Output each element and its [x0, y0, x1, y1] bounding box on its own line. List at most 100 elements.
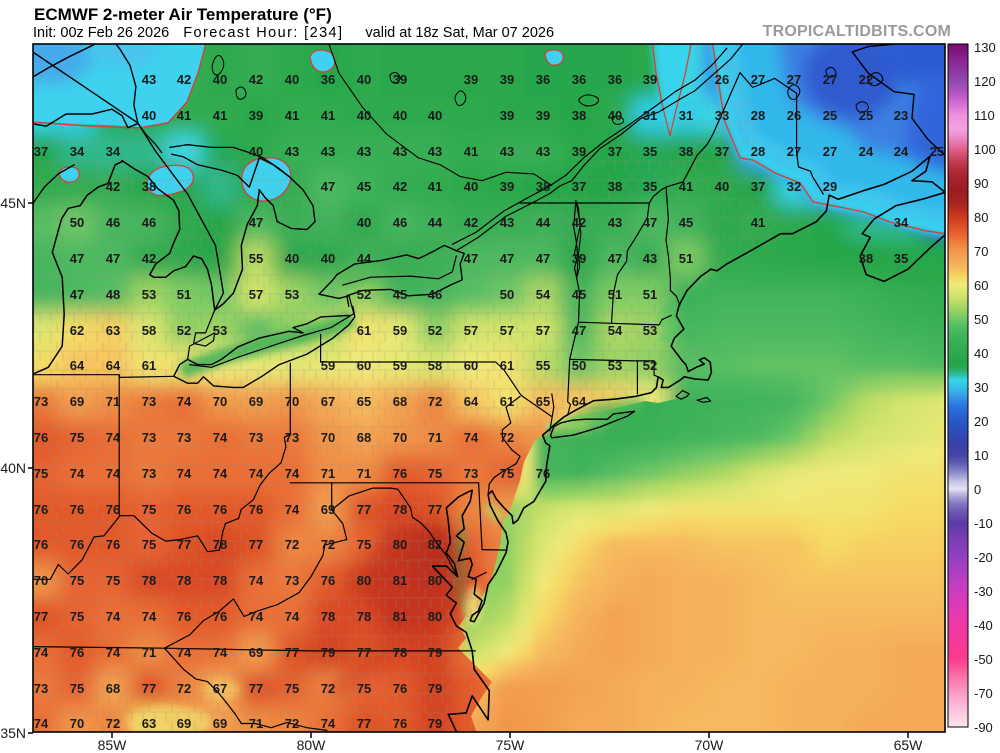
svg-text:-90: -90 — [974, 720, 993, 735]
svg-text:71: 71 — [106, 394, 120, 409]
svg-text:36: 36 — [321, 72, 335, 87]
svg-text:38: 38 — [679, 144, 693, 159]
svg-text:43: 43 — [357, 144, 371, 159]
svg-text:0: 0 — [974, 482, 981, 497]
svg-text:72: 72 — [177, 681, 191, 696]
svg-text:58: 58 — [142, 323, 156, 338]
svg-text:76: 76 — [70, 537, 84, 552]
svg-text:41: 41 — [285, 108, 299, 123]
svg-text:33: 33 — [715, 108, 729, 123]
svg-text:39: 39 — [536, 108, 550, 123]
svg-text:67: 67 — [213, 681, 227, 696]
svg-text:71: 71 — [357, 466, 371, 481]
svg-text:-20: -20 — [974, 550, 993, 565]
svg-text:72: 72 — [285, 716, 299, 731]
svg-text:75: 75 — [70, 430, 84, 445]
svg-text:74: 74 — [106, 430, 121, 445]
svg-text:35: 35 — [894, 251, 908, 266]
svg-text:-40: -40 — [974, 618, 993, 633]
svg-text:69: 69 — [249, 394, 263, 409]
svg-text:46: 46 — [393, 215, 407, 230]
svg-text:74: 74 — [177, 466, 192, 481]
svg-text:40: 40 — [357, 215, 371, 230]
svg-text:75: 75 — [500, 466, 514, 481]
svg-text:43: 43 — [500, 144, 514, 159]
svg-text:-10: -10 — [974, 516, 993, 531]
svg-text:41: 41 — [177, 108, 191, 123]
svg-text:47: 47 — [106, 251, 120, 266]
svg-text:68: 68 — [393, 394, 407, 409]
svg-text:75: 75 — [142, 502, 156, 517]
svg-text:75: 75 — [70, 573, 84, 588]
svg-text:47: 47 — [464, 251, 478, 266]
svg-text:42: 42 — [177, 72, 191, 87]
svg-text:71: 71 — [142, 645, 156, 660]
svg-text:-30: -30 — [974, 584, 993, 599]
svg-text:100: 100 — [974, 142, 996, 157]
svg-text:74: 74 — [177, 394, 192, 409]
svg-text:48: 48 — [106, 287, 120, 302]
svg-text:60: 60 — [974, 278, 988, 293]
svg-text:51: 51 — [177, 287, 191, 302]
svg-text:76: 76 — [321, 573, 335, 588]
svg-text:51: 51 — [608, 287, 622, 302]
svg-text:41: 41 — [464, 144, 478, 159]
svg-text:70: 70 — [70, 716, 84, 731]
svg-text:52: 52 — [177, 323, 191, 338]
svg-text:46: 46 — [428, 287, 442, 302]
svg-text:78: 78 — [393, 502, 407, 517]
svg-text:39: 39 — [464, 72, 478, 87]
svg-text:26: 26 — [715, 72, 729, 87]
svg-text:36: 36 — [608, 72, 622, 87]
svg-text:39: 39 — [249, 108, 263, 123]
svg-text:74: 74 — [249, 573, 264, 588]
svg-text:10: 10 — [974, 448, 988, 463]
svg-text:70: 70 — [213, 394, 227, 409]
svg-text:42: 42 — [106, 179, 120, 194]
svg-text:42: 42 — [249, 72, 263, 87]
svg-text:41: 41 — [679, 179, 693, 194]
svg-text:36: 36 — [536, 72, 550, 87]
svg-text:80W: 80W — [297, 737, 327, 753]
svg-text:47: 47 — [536, 251, 550, 266]
svg-text:73: 73 — [285, 430, 299, 445]
svg-text:68: 68 — [106, 681, 120, 696]
svg-text:75: 75 — [142, 537, 156, 552]
svg-text:59: 59 — [393, 358, 407, 373]
svg-text:59: 59 — [393, 323, 407, 338]
svg-text:74: 74 — [142, 609, 157, 624]
svg-text:77: 77 — [285, 645, 299, 660]
svg-text:40: 40 — [357, 72, 371, 87]
svg-text:24: 24 — [894, 144, 909, 159]
svg-text:40: 40 — [142, 108, 156, 123]
svg-text:39: 39 — [643, 72, 657, 87]
svg-text:45: 45 — [572, 287, 586, 302]
svg-text:76: 76 — [34, 537, 48, 552]
svg-text:45: 45 — [357, 179, 371, 194]
svg-text:57: 57 — [500, 323, 514, 338]
svg-text:39: 39 — [393, 72, 407, 87]
svg-text:67: 67 — [321, 394, 335, 409]
svg-text:77: 77 — [357, 502, 371, 517]
svg-text:31: 31 — [643, 108, 657, 123]
svg-text:39: 39 — [572, 251, 586, 266]
svg-text:40: 40 — [715, 179, 729, 194]
svg-text:25: 25 — [823, 108, 837, 123]
svg-text:64: 64 — [464, 394, 479, 409]
svg-text:65: 65 — [536, 394, 550, 409]
svg-text:76: 76 — [70, 502, 84, 517]
svg-text:37: 37 — [34, 144, 48, 159]
svg-text:76: 76 — [393, 716, 407, 731]
svg-text:43: 43 — [285, 144, 299, 159]
svg-text:72: 72 — [428, 394, 442, 409]
svg-text:78: 78 — [357, 609, 371, 624]
svg-text:39: 39 — [500, 72, 514, 87]
svg-text:22: 22 — [859, 72, 873, 87]
svg-text:79: 79 — [321, 645, 335, 660]
svg-text:74: 74 — [70, 466, 85, 481]
svg-text:47: 47 — [321, 179, 335, 194]
svg-text:38: 38 — [142, 179, 156, 194]
svg-text:47: 47 — [70, 251, 84, 266]
svg-text:76: 76 — [536, 466, 550, 481]
svg-text:74: 74 — [249, 609, 264, 624]
